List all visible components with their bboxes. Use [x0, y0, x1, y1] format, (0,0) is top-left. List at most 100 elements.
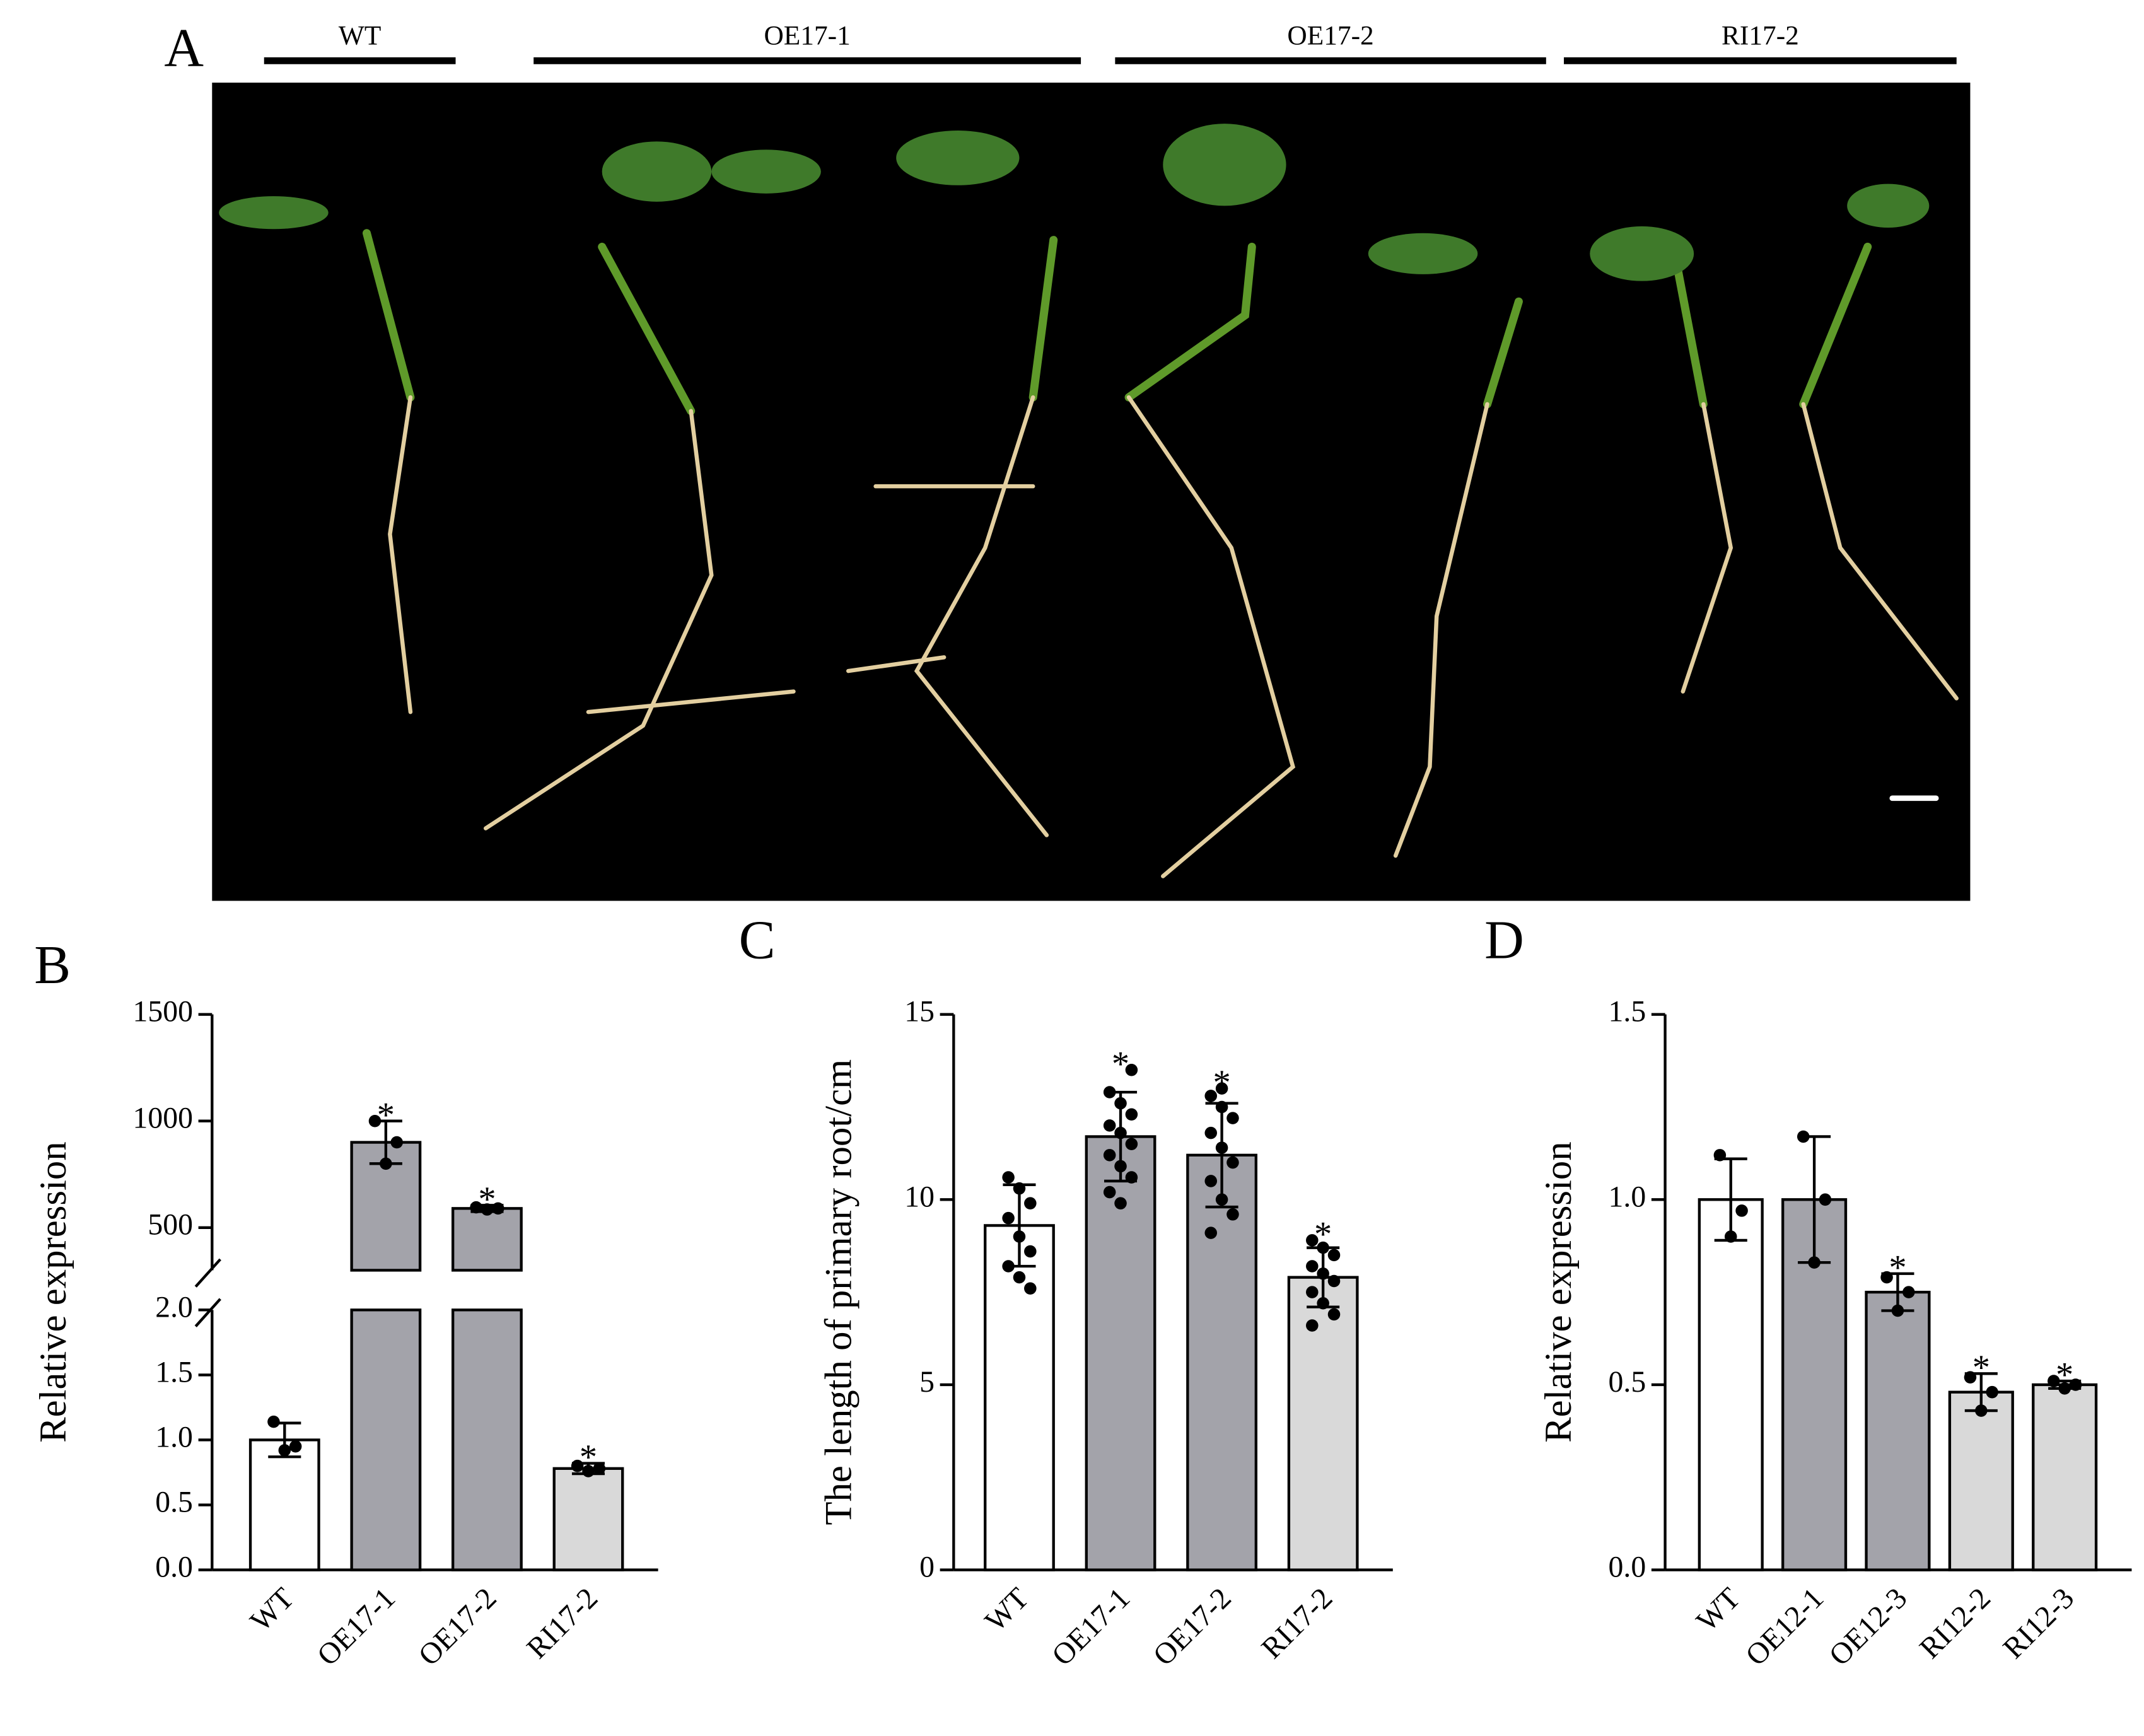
data-point	[1103, 1119, 1116, 1132]
data-point	[1125, 1108, 1138, 1121]
panel-label: A	[164, 18, 204, 78]
data-point	[1024, 1197, 1037, 1209]
y-tick-label: 1.5	[1609, 995, 1646, 1028]
bar	[2032, 1383, 2098, 1571]
x-tick-label: WT	[243, 1582, 300, 1638]
data-point	[1306, 1260, 1319, 1273]
data-point	[1724, 1230, 1737, 1243]
data-point	[2048, 1375, 2060, 1387]
data-point	[1797, 1130, 1810, 1143]
y-tick-label: 500	[148, 1208, 193, 1242]
data-point	[1103, 1086, 1116, 1098]
data-point	[1891, 1304, 1904, 1317]
data-point	[1125, 1063, 1138, 1076]
data-point	[1204, 1090, 1217, 1102]
panel-label: C	[739, 910, 776, 970]
significance: *	[1314, 1215, 1332, 1254]
data-point	[1975, 1404, 1988, 1417]
data-point	[1114, 1126, 1127, 1139]
bar-lower	[350, 1308, 422, 1571]
y-tick-label: 0.0	[1609, 1551, 1646, 1584]
bar	[248, 1438, 320, 1571]
data-point	[481, 1203, 494, 1216]
x-tick-label: RI17-2	[1255, 1582, 1339, 1665]
data-point	[1306, 1319, 1319, 1332]
y-tick-label: 0	[919, 1551, 935, 1584]
group-label: OE17-1	[764, 20, 850, 50]
significance: *	[1213, 1063, 1230, 1102]
photo	[212, 83, 1971, 901]
data-point	[1327, 1274, 1341, 1288]
data-point	[1002, 1260, 1015, 1273]
significance: *	[1972, 1348, 1990, 1387]
group-label: RI17-2	[1722, 20, 1799, 50]
y-tick-label: 0.5	[1609, 1365, 1646, 1399]
data-point	[1103, 1185, 1116, 1199]
significance: *	[1889, 1248, 1906, 1287]
significance: *	[2056, 1356, 2073, 1395]
bar	[1698, 1198, 1764, 1571]
data-point	[1013, 1230, 1026, 1243]
data-point	[1013, 1271, 1026, 1284]
data-point	[1306, 1234, 1319, 1247]
data-point	[1226, 1112, 1239, 1124]
data-point	[289, 1440, 302, 1453]
bar	[1287, 1276, 1359, 1571]
significance: *	[1112, 1044, 1129, 1083]
data-point	[1735, 1204, 1748, 1217]
data-point	[1327, 1308, 1341, 1321]
y-axis-label: Relative expression	[1537, 1141, 1580, 1442]
data-point	[1215, 1141, 1228, 1154]
data-point	[1024, 1245, 1037, 1258]
data-point	[1013, 1182, 1026, 1195]
data-point	[278, 1444, 291, 1457]
bar	[1186, 1153, 1258, 1571]
data-point	[1204, 1126, 1217, 1139]
data-point	[1986, 1385, 1998, 1399]
data-point	[1002, 1171, 1015, 1184]
x-tick-label: WT	[1690, 1582, 1747, 1638]
data-point	[1114, 1097, 1127, 1110]
x-tick-label: OE17-1	[1046, 1582, 1136, 1672]
data-point	[1808, 1256, 1821, 1269]
data-point	[390, 1136, 403, 1149]
data-point	[1215, 1082, 1228, 1095]
axis-break	[194, 1258, 221, 1288]
y-tick-label: 15	[904, 995, 935, 1028]
data-point	[1226, 1156, 1239, 1169]
x-tick-label: OE12-3	[1822, 1582, 1913, 1672]
bar	[552, 1467, 624, 1571]
x-tick-label: WT	[979, 1582, 1035, 1638]
data-point	[1226, 1208, 1239, 1221]
data-point	[1103, 1149, 1116, 1162]
x-tick-label: OE17-2	[412, 1582, 503, 1672]
panel-label: B	[34, 935, 71, 995]
group-label: WT	[339, 20, 381, 50]
significance: *	[377, 1095, 395, 1134]
y-tick-label: 1500	[132, 995, 192, 1028]
bar	[1865, 1290, 1931, 1571]
data-point	[470, 1201, 482, 1214]
data-point	[1819, 1193, 1832, 1206]
y-tick-label: 1000	[132, 1102, 192, 1135]
x-tick-label: OE17-1	[311, 1582, 402, 1672]
y-axis-label: The length of primary root/cm	[818, 1059, 860, 1525]
data-point	[1902, 1286, 1915, 1298]
data-point	[1114, 1160, 1127, 1173]
data-point	[593, 1462, 606, 1475]
bar	[1948, 1390, 2014, 1571]
data-point	[1002, 1211, 1015, 1225]
y-tick-label: 10	[904, 1180, 935, 1213]
group-label: OE17-2	[1287, 20, 1373, 50]
data-point	[1125, 1171, 1138, 1184]
data-point	[1317, 1296, 1329, 1310]
data-point	[1880, 1271, 1893, 1284]
data-point	[380, 1157, 392, 1170]
data-point	[1215, 1100, 1228, 1114]
x-tick-label: RI17-2	[520, 1582, 604, 1665]
axis-break	[194, 1298, 221, 1327]
data-point	[1317, 1267, 1329, 1280]
y-tick-label: 1.0	[155, 1420, 193, 1453]
significance: *	[580, 1438, 597, 1477]
